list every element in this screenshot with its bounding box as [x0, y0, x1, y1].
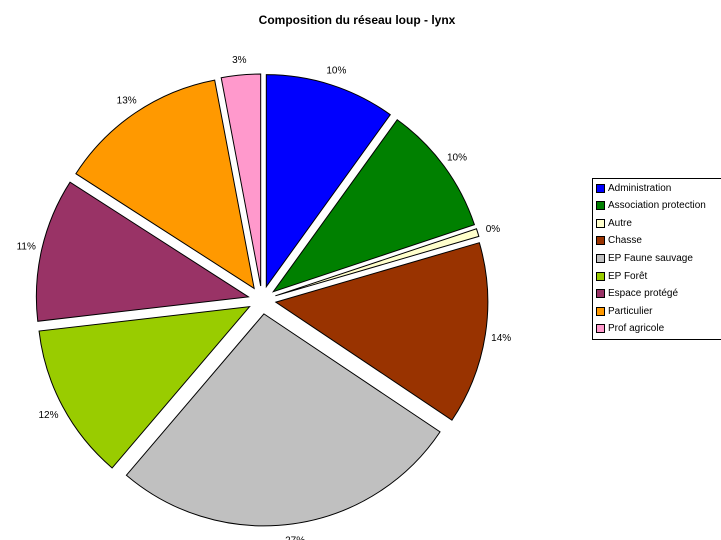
pie-slice-5	[38, 305, 251, 469]
legend-item-6: Espace protégé	[596, 286, 678, 302]
pie-slice-8	[220, 73, 262, 287]
legend-item-2: Autre	[596, 215, 632, 231]
slice-label-5: 12%	[39, 410, 59, 421]
legend-label-0: Administration	[608, 182, 672, 194]
legend-label-5: EP Forêt	[608, 270, 648, 282]
legend-swatch-8	[596, 324, 605, 334]
slice-label-6: 11%	[17, 241, 36, 252]
legend-item-4: EP Faune sauvage	[596, 250, 693, 266]
legend-label-6: Espace protégé	[608, 288, 679, 300]
slice-label-8: 3%	[232, 55, 247, 66]
legend-swatch-7	[596, 306, 605, 316]
legend-item-7: Particulier	[596, 303, 652, 319]
legend-item-3: Chasse	[596, 233, 642, 249]
pie-slice-1	[271, 119, 476, 293]
pie-slice-3	[274, 242, 489, 421]
legend-label-7: Particulier	[608, 305, 653, 317]
legend-item-8: Prof agricole	[596, 321, 664, 337]
slice-label-7: 13%	[117, 95, 137, 106]
legend-label-8: Prof agricole	[608, 323, 665, 335]
legend-swatch-1	[596, 201, 605, 211]
pie-slice-6	[35, 181, 250, 322]
legend-swatch-5	[596, 271, 605, 281]
slice-label-0: 10%	[326, 66, 346, 77]
legend: Administration Association protection Autr…	[592, 178, 721, 340]
legend-item-5: EP Forêt	[596, 268, 647, 284]
legend-swatch-6	[596, 289, 605, 299]
legend-swatch-2	[596, 218, 605, 228]
legend-label-3: Chasse	[608, 235, 642, 247]
slice-label-4: 27%	[285, 536, 305, 540]
legend-label-4: EP Faune sauvage	[608, 252, 693, 264]
pie-slice-4	[125, 313, 441, 527]
legend-item-0: Administration	[596, 180, 671, 196]
legend-item-1: Association protection	[596, 198, 706, 214]
pie-slice-2	[275, 228, 480, 297]
chart-title: Composition du réseau loup - lynx	[259, 13, 456, 27]
legend-swatch-0	[596, 183, 605, 193]
slice-label-3: 14%	[491, 333, 511, 344]
slice-label-2: 0%	[486, 224, 501, 235]
pie-slice-0	[265, 74, 391, 289]
legend-label-1: Association protection	[608, 200, 706, 212]
pie-slice-7	[75, 79, 255, 290]
legend-swatch-4	[596, 253, 605, 263]
legend-swatch-3	[596, 236, 605, 246]
legend-label-2: Autre	[608, 217, 632, 229]
slice-label-1: 10%	[447, 153, 467, 164]
